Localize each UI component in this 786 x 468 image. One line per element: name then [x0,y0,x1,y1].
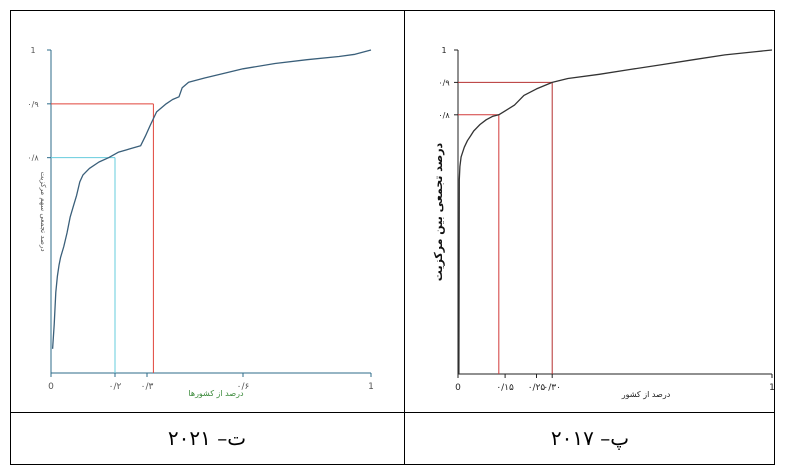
y-axis-label: درصد تجمعی سهم مرکزیت [39,172,47,252]
y-tick-label-1: ۰/۹ [27,100,38,109]
y-tick-label-0: 1 [441,46,446,55]
x-axis-label: درصد از کشور [621,390,671,399]
x-tick-label-1: ۰/۱۵ [496,383,514,393]
chart-2021: 0 ۰/۲ ۰/۳ ۰/۶ 1 1 ۰/۹ ۰/۸ درصد از کشورها درصد تجم… [27,46,374,398]
x-tick-label-4: 1 [368,382,374,392]
x-tick-label-3: ۰/۳۰ [543,383,561,393]
figure-frame [10,10,775,465]
x-tick-label-1: ۰/۲ [109,382,122,392]
series-line-0 [51,49,372,349]
y-tick-label-2: ۰/۸ [27,154,39,163]
x-axis-label: درصد از کشورها [188,389,244,398]
y-axis-label: درصد تجمعی بین مرکزیت [432,142,445,281]
x-tick-label-0: 0 [48,382,54,392]
y-tick-label-2: ۰/۸ [438,111,450,120]
panel-divider-vertical [404,10,405,465]
x-tick-label-2: ۰/۲۵ [528,383,546,393]
x-tick-label-2: ۰/۳ [141,382,154,392]
caption-2017: پ– ۲۰۱۷ [550,426,630,450]
panel-divider-horizontal [10,412,775,413]
series-line-0 [458,49,773,375]
y-tick-label-1: ۰/۹ [438,78,449,87]
y-tick-label-0: 1 [30,46,35,55]
x-tick-label-0: 0 [455,383,461,393]
caption-2021: ت– ۲۰۲۱ [167,426,247,450]
chart-2017: 0 ۰/۱۵ ۰/۲۵۰/۳۰ 1 1 ۰/۹ ۰/۸ درصد از کشور درصد تج… [432,46,774,399]
x-tick-label-4: 1 [769,383,774,393]
x-tick-label-3: ۰/۶ [237,382,250,392]
